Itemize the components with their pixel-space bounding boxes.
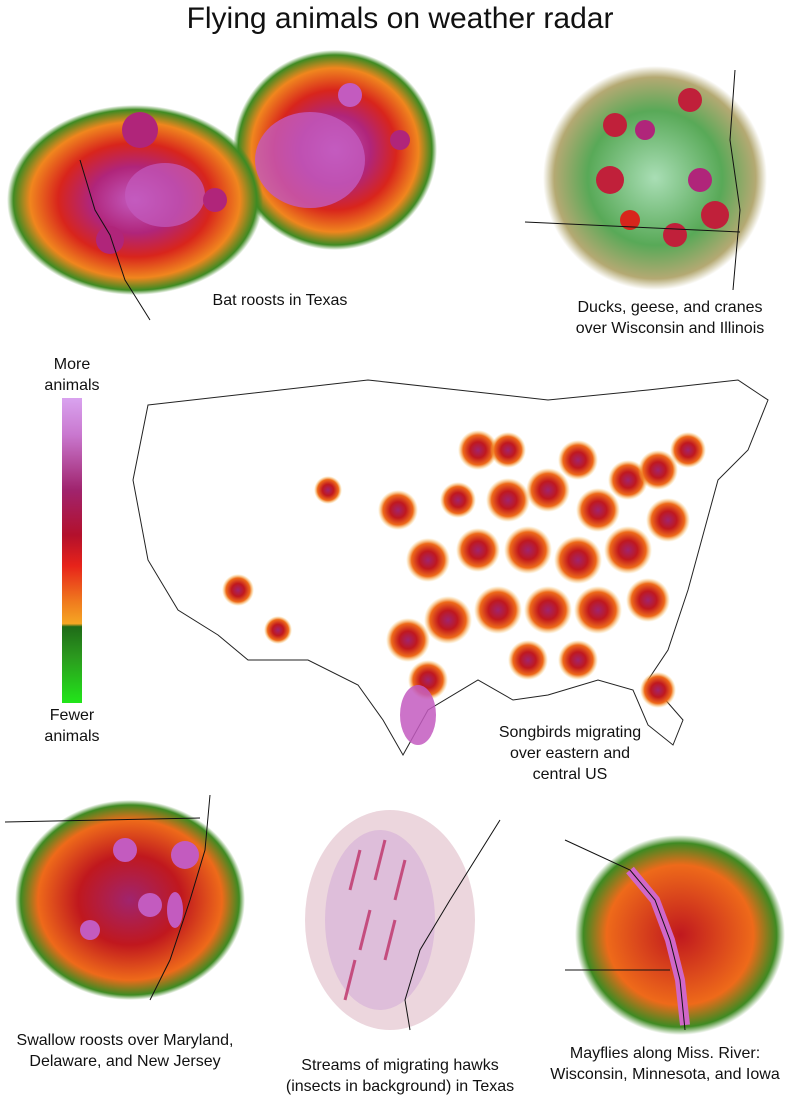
legend-fewer-label: Fewer animals [22,705,122,747]
hawk-caption-line-1: Streams of migrating hawks [301,1057,499,1074]
figure-title: Flying animals on weather radar [186,2,614,35]
songbird-caption-line-1: Songbirds migrating [498,724,642,741]
legend-more-label: More animals [22,354,122,396]
legend-more-line-2: animals [44,377,100,394]
swallow-caption-line-2: Delaware, and New Jersey [29,1053,221,1070]
mayfly-radar-image [564,835,785,1035]
songbird-caption-line-3: central US [532,766,608,783]
waterfowl-caption: Ducks, geese, and cranes over Wisconsin … [560,297,780,339]
bat-roost-radar-image [7,50,437,321]
mayfly-caption: Mayflies along Miss. River: Wisconsin, M… [540,1043,790,1085]
bat-roost-caption: Bat roosts in Texas [212,292,348,309]
hawk-caption: Streams of migrating hawks (insects in b… [270,1055,530,1097]
hawk-caption-line-2: (insects in background) in Texas [285,1078,515,1095]
songbird-radar-blobs [222,430,706,745]
legend-color-scale [62,398,82,703]
swallow-roost-radar-image [4,794,245,1001]
songbird-caption-line-2: over eastern and [509,745,631,762]
waterfowl-caption-line-1: Ducks, geese, and cranes [577,299,763,316]
us-songbird-radar-map [132,379,769,757]
mayfly-caption-line-1: Mayflies along Miss. River: [569,1045,761,1062]
mayfly-caption-line-2: Wisconsin, Minnesota, and Iowa [550,1066,780,1083]
legend-more-line-1: More [53,356,91,373]
hawk-migration-radar-image [305,810,501,1031]
legend-fewer-line-2: animals [44,728,100,745]
waterfowl-radar-image [524,66,767,291]
songbird-caption: Songbirds migrating over eastern and cen… [470,722,670,785]
swallow-caption: Swallow roosts over Maryland, Delaware, … [0,1030,250,1072]
swallow-caption-line-1: Swallow roosts over Maryland, [16,1032,234,1049]
legend-fewer-line-1: Fewer [49,707,95,724]
waterfowl-caption-line-2: over Wisconsin and Illinois [575,320,765,337]
